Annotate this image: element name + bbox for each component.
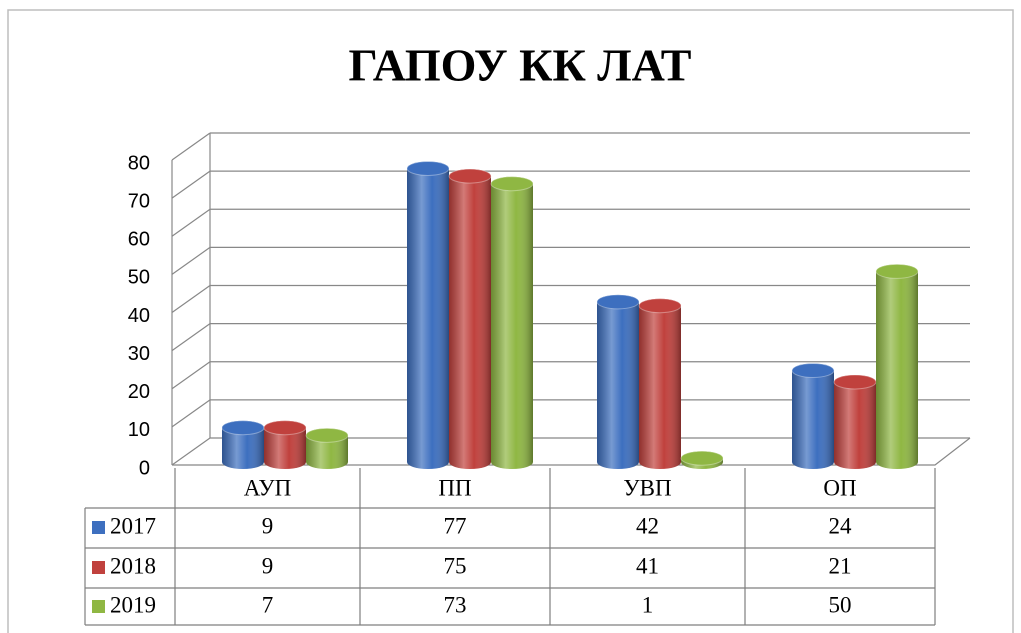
x-tick-label: ОП (823, 475, 856, 500)
bar-top (221, 420, 265, 436)
bar-top (596, 294, 640, 310)
table-value: 9 (262, 553, 274, 578)
y-tick-label: 10 (128, 419, 150, 441)
x-tick-label: АУП (244, 475, 291, 500)
grid-line-side (171, 361, 211, 390)
x-tick-label: ПП (438, 475, 471, 500)
legend-key (92, 521, 105, 534)
data-table (84, 468, 936, 626)
bar-top (875, 263, 919, 279)
y-tick-label: 20 (128, 381, 150, 403)
bar-top (263, 420, 307, 436)
table-value: 1 (642, 592, 654, 617)
bar-top (833, 374, 877, 390)
legend-label: 2019 (110, 592, 156, 617)
table-value: 21 (829, 553, 852, 578)
table-value: 24 (829, 513, 853, 538)
table-value: 7 (262, 592, 274, 617)
bar-top (406, 160, 450, 176)
bar-top (791, 363, 835, 378)
y-tick-label: 80 (128, 152, 150, 174)
y-tick-label: 70 (128, 190, 150, 212)
y-tick-label: 30 (128, 343, 150, 365)
bar-shade (407, 168, 449, 469)
grid-line-side (171, 285, 211, 313)
grid-line-side (171, 170, 211, 199)
table-value: 41 (636, 553, 659, 578)
bar-shade (264, 427, 306, 469)
bar-shade (597, 301, 639, 469)
bar-top (305, 427, 349, 443)
bar-shade (639, 305, 681, 469)
table-value: 50 (829, 592, 852, 617)
y-tick-label: 50 (128, 267, 150, 289)
y-tick-label: 40 (128, 305, 150, 327)
bar-top (638, 298, 682, 314)
legend-label: 2018 (110, 553, 156, 578)
bar-shade (222, 427, 264, 469)
chart-title: ГАПОУ КК ЛАТ (349, 40, 692, 91)
legend-key (92, 561, 105, 574)
y-tick-label: 0 (139, 457, 150, 479)
bar-shade (834, 381, 876, 469)
y-tick-label: 60 (128, 229, 150, 251)
frame (7, 9, 1014, 633)
grid-line-side (171, 132, 211, 161)
legend-label: 2017 (110, 513, 156, 538)
bar-shade (491, 183, 533, 469)
grid-line-side (171, 323, 211, 352)
grid-line-side (171, 437, 211, 466)
grid-line-side (171, 246, 211, 275)
table-value: 73 (444, 592, 467, 617)
bar-top (490, 176, 534, 192)
table-value: 77 (444, 513, 467, 538)
bar-shade (792, 370, 834, 469)
table-value: 42 (636, 513, 659, 538)
table-value: 9 (262, 513, 274, 538)
bar-shade (876, 271, 918, 469)
bar-shade (306, 435, 348, 469)
grid-line-side (171, 399, 211, 428)
table-value: 75 (444, 553, 467, 578)
bar-shade (449, 176, 491, 469)
legend-key (92, 600, 105, 613)
grid-line-side (171, 208, 211, 237)
bar-top (680, 450, 724, 466)
bar-top (448, 168, 492, 184)
x-tick-label: УВП (623, 475, 671, 500)
